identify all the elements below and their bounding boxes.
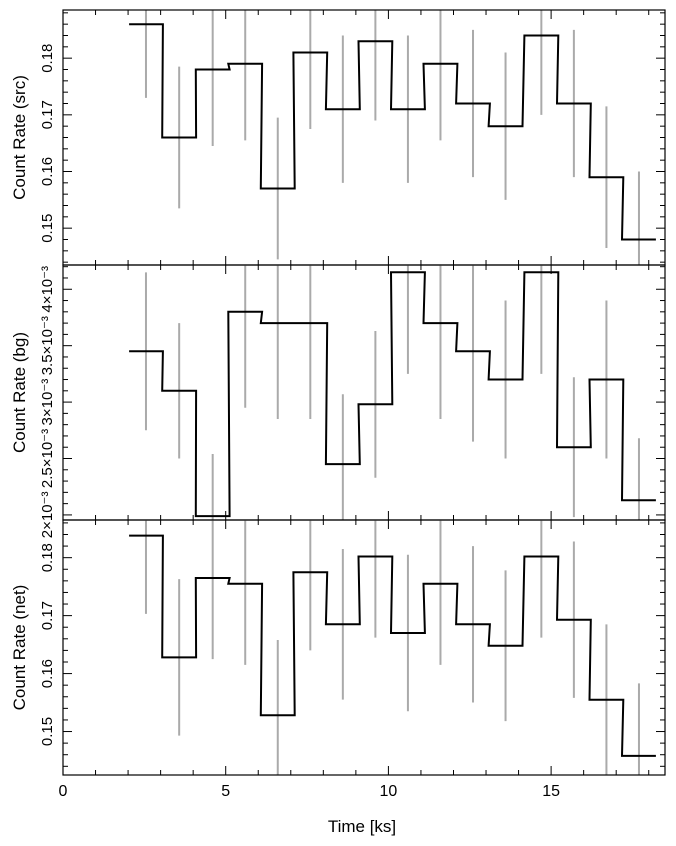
y-tick-label: 0.18 (39, 543, 56, 572)
y-tick-label: 0.18 (39, 44, 56, 73)
y-tick-label: 0.15 (39, 717, 56, 746)
y-tick-label: 4×10⁻³ (39, 266, 56, 313)
x-tick-label: 10 (380, 783, 398, 800)
y-tick-label: 0.17 (39, 100, 56, 129)
step-line-bg (129, 271, 656, 518)
y-tick-label: 2×10⁻³ (39, 492, 56, 539)
y-tick-label: 0.17 (39, 601, 56, 630)
y-tick-label: 2.5×10⁻³ (39, 429, 56, 488)
y-tick-label: 0.15 (39, 214, 56, 243)
x-axis-label: Time [ks] (328, 817, 396, 836)
x-tick-label: 15 (542, 783, 560, 800)
y-axis-label-net: Count Rate (net) (10, 585, 29, 711)
y-tick-label: 3.5×10⁻³ (39, 316, 56, 375)
panel-src: 0.15 0.16 0.17 0.18 Count Rate (src) (10, 9, 666, 266)
panel-net: 0.15 0.16 0.17 0.18 Count Rate (net) 0 5 10 15 (10, 519, 666, 800)
y-tick-label: 0.16 (39, 157, 56, 186)
step-line-src (129, 23, 656, 241)
step-line-net (129, 534, 656, 757)
x-tick-label: 5 (221, 783, 230, 800)
y-tick-label: 0.16 (39, 659, 56, 688)
x-tick-label: 0 (59, 783, 68, 800)
y-tick-label: 3×10⁻³ (39, 379, 56, 426)
panel-bg: 2×10⁻³ 2.5×10⁻³ 3×10⁻³ 3.5×10⁻³ 4×10⁻³ Count … (10, 264, 666, 539)
y-axis-label-src: Count Rate (src) (10, 75, 29, 200)
plot-frame-net (62, 519, 666, 776)
y-axis-label-bg: Count Rate (bg) (10, 332, 29, 453)
